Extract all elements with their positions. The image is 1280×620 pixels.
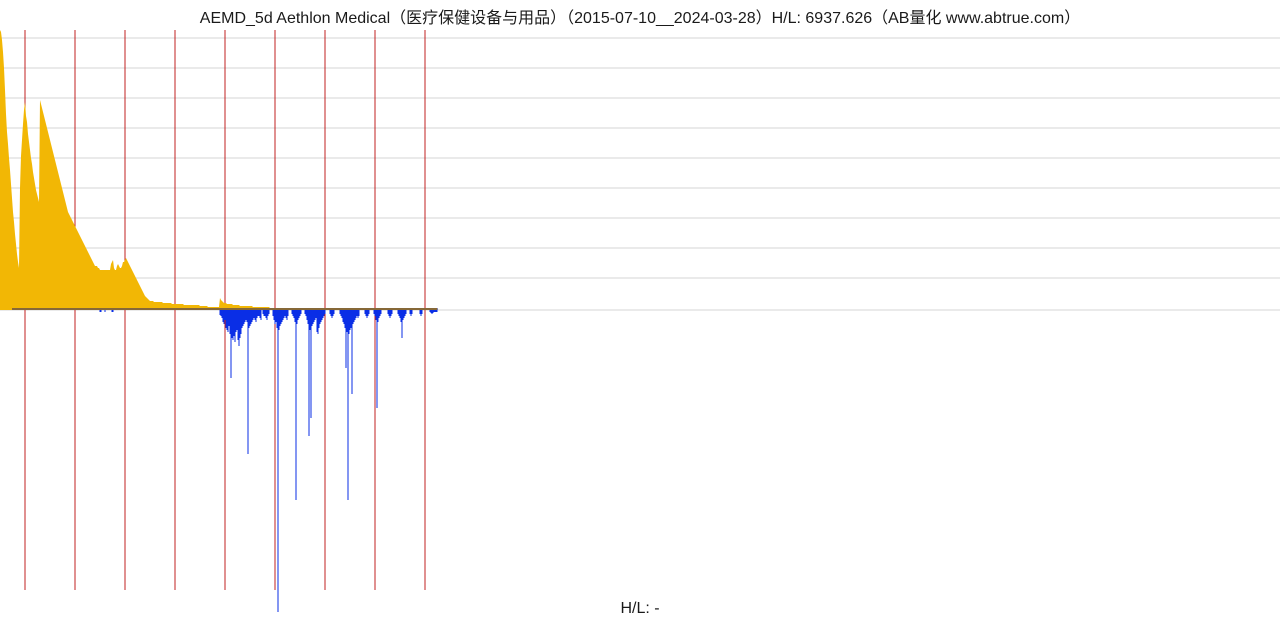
price-chart: [0, 0, 1280, 620]
